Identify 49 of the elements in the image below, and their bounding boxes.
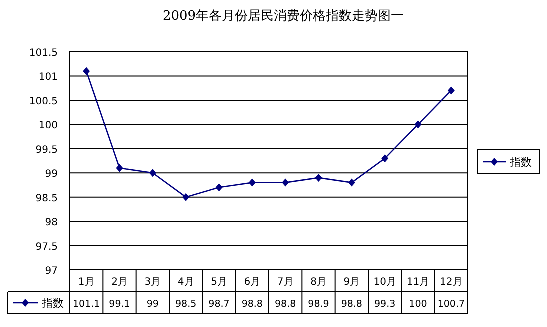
point xyxy=(414,120,422,129)
data-label: 98.8 xyxy=(242,299,263,310)
y-tick-label: 99 xyxy=(45,169,58,180)
y-tick-label: 100 xyxy=(38,120,58,132)
y-tick-label: 98 xyxy=(45,218,58,229)
y-tick-label: 100.5 xyxy=(29,96,58,108)
point xyxy=(248,178,256,187)
point xyxy=(315,174,322,182)
data-label: 98.8 xyxy=(341,299,362,310)
y-tick-label: 97.5 xyxy=(36,242,58,253)
text: 指数 xyxy=(42,297,64,310)
data-label: 98.7 xyxy=(208,299,230,310)
data-label: 99.3 xyxy=(374,299,396,310)
y-tick-label: 101 xyxy=(38,72,58,84)
x-tick-label: 1月 xyxy=(78,277,95,288)
y-tick-label: 99.5 xyxy=(36,144,58,156)
point xyxy=(116,164,124,172)
y-tick-label: 98.5 xyxy=(36,193,58,204)
data-label: 98.9 xyxy=(308,299,330,310)
x-tick-label: 3月 xyxy=(144,277,162,288)
x-tick-label: 9月 xyxy=(344,277,360,288)
data-label: 101.1 xyxy=(72,299,100,310)
y-tick-label: 101.5 xyxy=(29,48,58,59)
y-tick-label: 97 xyxy=(45,266,58,277)
chart-title: 2009年各月份居民消费价格指数走势图一 xyxy=(162,9,404,24)
x-tick-label: 5月 xyxy=(211,277,228,288)
x-tick-label: 10月 xyxy=(374,277,396,288)
x-tick-label: 2月 xyxy=(112,277,128,288)
point xyxy=(448,86,455,95)
point xyxy=(182,193,190,202)
x-tick-label: 6月 xyxy=(244,277,261,288)
point xyxy=(348,178,356,187)
data-label: 98.5 xyxy=(176,299,197,310)
x-tick-label: 7月 xyxy=(277,277,294,288)
data-label: 99.1 xyxy=(109,299,130,310)
legend-label: 指数 xyxy=(509,156,532,169)
data-label: 98.8 xyxy=(275,299,296,310)
x-tick-label: 8月 xyxy=(310,277,327,288)
data-label: 100 xyxy=(409,299,428,310)
point xyxy=(149,169,156,178)
point xyxy=(83,67,90,76)
point xyxy=(216,184,223,192)
point xyxy=(282,178,290,187)
point xyxy=(382,154,389,163)
x-tick-label: 11月 xyxy=(406,277,430,288)
x-tick-label: 12月 xyxy=(440,277,463,288)
x-tick-label: 4月 xyxy=(178,277,194,288)
data-label: 100.7 xyxy=(438,299,466,310)
data-label: 99 xyxy=(146,299,159,310)
